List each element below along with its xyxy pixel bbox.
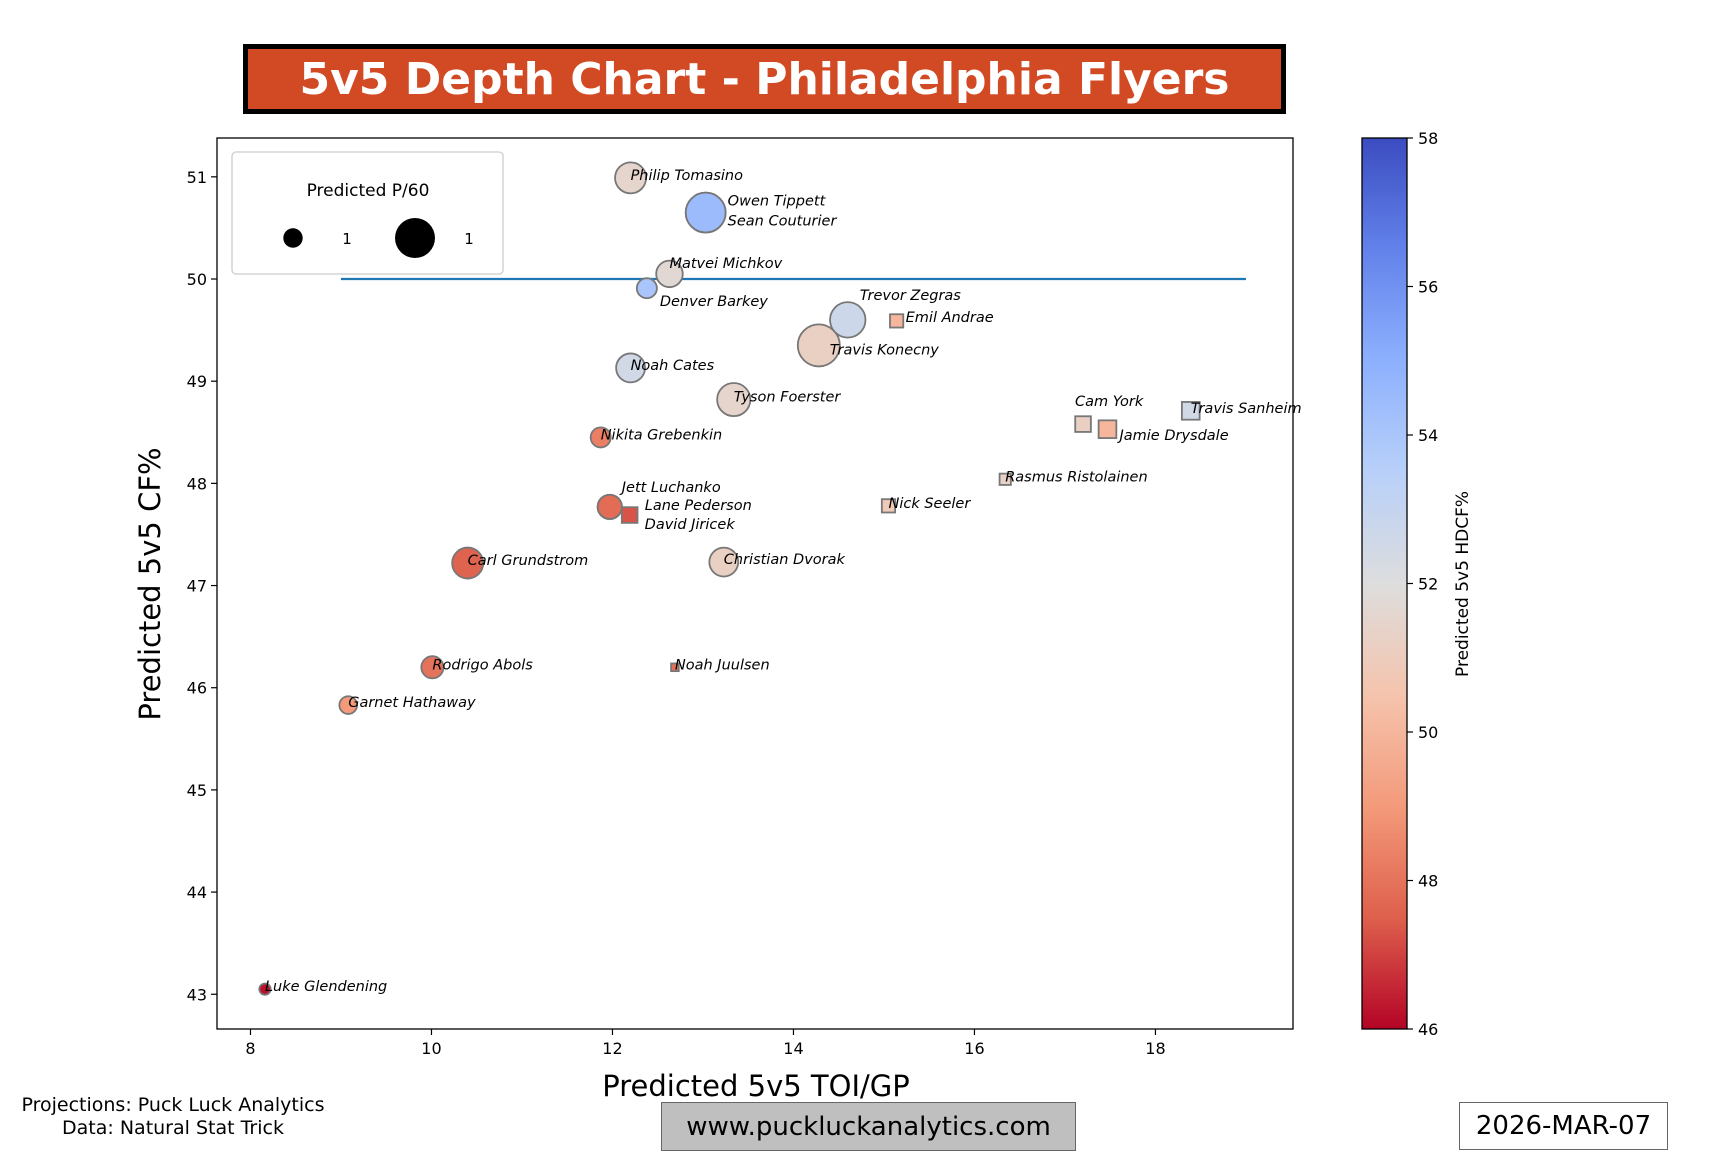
projections-credit: Projections: Puck Luck Analytics xyxy=(21,1094,325,1116)
size-legend-small-label: 1 xyxy=(342,230,352,248)
player-label: Jett Luchanko xyxy=(619,480,721,496)
x-tick-label: 8 xyxy=(245,1039,255,1058)
size-legend-title: Predicted P/60 xyxy=(307,181,430,201)
player-marker-square xyxy=(1097,419,1118,439)
y-tick-label: 48 xyxy=(187,474,207,493)
player-marker-circle xyxy=(596,493,623,520)
y-tick-label: 49 xyxy=(187,372,207,391)
player-marker-circle xyxy=(258,982,272,996)
x-tick-label: 18 xyxy=(1145,1039,1165,1058)
player-marker-square xyxy=(998,472,1012,486)
colorbar xyxy=(1361,137,1408,1030)
colorbar-tick-label: 50 xyxy=(1418,723,1438,742)
size-legend-large-label: 1 xyxy=(464,230,474,248)
player-marker-circle xyxy=(684,191,727,234)
x-tick-label: 12 xyxy=(602,1039,622,1058)
player-marker-square xyxy=(880,498,897,514)
player-marker-circle xyxy=(829,301,867,339)
player-label: Travis Sanheim xyxy=(1191,401,1302,417)
player-marker-circle xyxy=(338,695,358,715)
y-tick-label: 51 xyxy=(187,168,207,187)
colorbar-tick-label: 52 xyxy=(1418,575,1438,594)
colorbar-tick-label: 54 xyxy=(1418,426,1438,445)
player-marker-circle xyxy=(635,277,658,300)
y-tick-label: 46 xyxy=(187,679,207,698)
website-link[interactable]: www.puckluckanalytics.com xyxy=(661,1102,1076,1151)
player-label: Garnet Hathaway xyxy=(348,695,476,711)
player-label: Travis Konecny xyxy=(830,342,939,358)
colorbar-tick-label: 56 xyxy=(1418,278,1438,297)
size-legend-small-marker xyxy=(283,228,303,248)
colorbar-tick-label: 46 xyxy=(1418,1020,1438,1039)
player-label: Jamie Drysdale xyxy=(1116,428,1228,444)
player-marker-circle xyxy=(589,426,612,449)
player-marker-square xyxy=(620,506,639,524)
player-marker-square xyxy=(889,313,905,329)
x-axis-label: Predicted 5v5 TOI/GP xyxy=(602,1069,909,1103)
colorbar-tick-label: 48 xyxy=(1418,872,1438,891)
player-label: Emil Andrae xyxy=(906,310,994,326)
player-label: Noah Cates xyxy=(631,358,715,374)
player-label: Lane Pederson xyxy=(645,498,752,514)
player-label: Owen Tippett xyxy=(728,194,827,210)
player-label: Nikita Grebenkin xyxy=(601,427,723,443)
player-label: Nick Seeler xyxy=(888,496,971,512)
player-marker-circle xyxy=(796,323,841,368)
chart-title: 5v5 Depth Chart - Philadelphia Flyers xyxy=(243,44,1286,114)
player-label: Carl Grundstrom xyxy=(468,553,589,569)
plot-frame xyxy=(216,137,1294,1030)
colorbar-label: Predicted 5v5 HDCF% xyxy=(1453,491,1473,677)
player-label: Cam York xyxy=(1075,394,1144,410)
player-label: David Jiricek xyxy=(645,517,736,533)
player-marker-square xyxy=(1180,401,1201,421)
player-marker-square xyxy=(670,662,680,673)
player-label: Tyson Foerster xyxy=(734,390,842,406)
credits: Projections: Puck Luck Analytics Data: N… xyxy=(0,1094,346,1140)
y-axis-label: Predicted 5v5 CF% xyxy=(133,447,167,720)
x-tick-label: 16 xyxy=(964,1039,984,1058)
size-legend-large-marker xyxy=(395,218,435,258)
player-label: Philip Tomasino xyxy=(631,168,744,184)
player-marker-circle xyxy=(655,259,684,289)
player-marker-circle xyxy=(716,382,752,418)
player-label: Sean Couturier xyxy=(728,214,838,230)
y-tick-label: 44 xyxy=(187,883,207,902)
colorbar-tick-label: 58 xyxy=(1418,129,1438,148)
player-label: Christian Dvorak xyxy=(724,552,846,568)
player-marker-circle xyxy=(708,546,740,578)
y-tick-label: 43 xyxy=(187,985,207,1004)
player-label: Noah Juulsen xyxy=(675,657,770,673)
player-label: Matvei Michkov xyxy=(669,256,782,272)
player-label: Luke Glendening xyxy=(265,979,387,995)
x-tick-label: 10 xyxy=(421,1039,441,1058)
x-tick-label: 14 xyxy=(783,1039,803,1058)
size-legend: Predicted P/60 1 1 xyxy=(231,151,504,275)
player-marker-square xyxy=(1074,415,1092,433)
player-marker-circle xyxy=(615,352,646,384)
date-stamp: 2026-MAR-07 xyxy=(1459,1102,1668,1150)
player-label: Rodrigo Abols xyxy=(432,657,533,673)
player-label: Denver Barkey xyxy=(660,294,768,310)
player-marker-circle xyxy=(420,655,445,680)
y-tick-label: 45 xyxy=(187,781,207,800)
player-label: Rasmus Ristolainen xyxy=(1005,469,1147,485)
player-marker-circle xyxy=(614,161,647,195)
player-label: Trevor Zegras xyxy=(860,288,962,304)
player-marker-circle xyxy=(451,546,485,580)
y-tick-label: 47 xyxy=(187,577,207,596)
y-tick-label: 50 xyxy=(187,270,207,289)
data-credit: Data: Natural Stat Trick xyxy=(62,1117,284,1139)
